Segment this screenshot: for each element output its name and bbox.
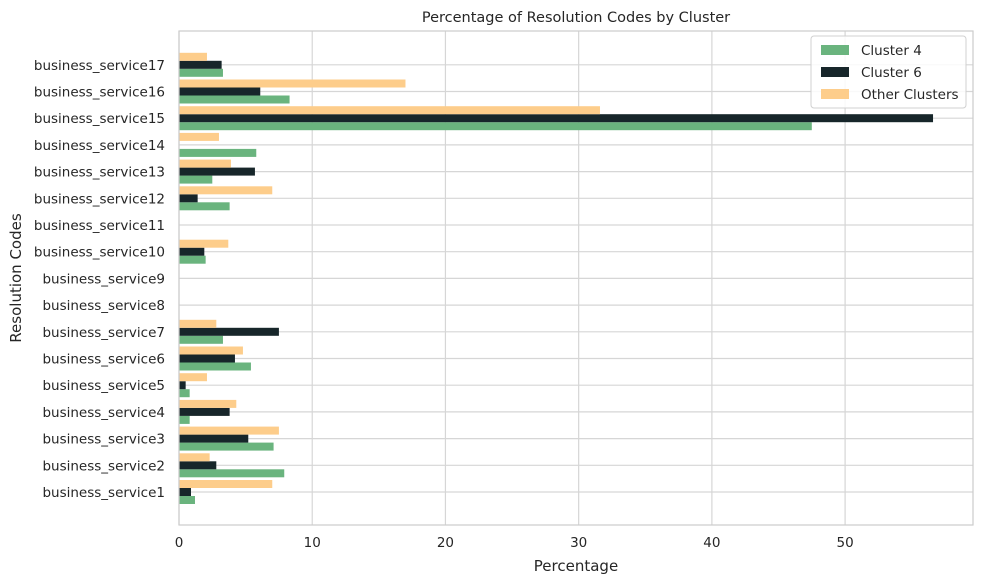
bar — [179, 407, 230, 416]
legend-label: Cluster 4 — [861, 43, 922, 59]
y-tick-label: business_service5 — [42, 378, 165, 394]
bar — [179, 255, 206, 264]
y-tick-label: business_service6 — [42, 352, 165, 368]
bar — [179, 335, 223, 344]
bar — [179, 346, 243, 355]
bar — [179, 381, 186, 390]
x-tick-labels: 0 10 20 30 40 50 — [175, 535, 854, 551]
bar — [179, 496, 195, 504]
bar — [179, 239, 229, 248]
y-tick-label: business_service13 — [34, 165, 165, 181]
bar — [179, 247, 205, 256]
bar — [179, 95, 290, 104]
x-tick-label: 10 — [304, 535, 321, 551]
bar — [179, 202, 230, 211]
bar — [179, 194, 198, 203]
bar — [179, 186, 273, 195]
bar — [179, 132, 219, 141]
bar — [179, 319, 217, 328]
x-tick-label: 40 — [703, 535, 720, 551]
bar — [179, 159, 231, 168]
plot-frame — [178, 30, 974, 526]
chart-title: Percentage of Resolution Codes by Cluste… — [422, 10, 730, 26]
bar — [179, 167, 255, 176]
y-tick-labels: business_service1 business_service2 busine… — [34, 58, 165, 501]
y-tick-label: business_service1 — [42, 485, 165, 501]
y-tick-label: business_service15 — [34, 111, 165, 127]
legend-swatch — [821, 45, 849, 55]
bar — [179, 106, 600, 115]
bar — [179, 461, 217, 470]
legend-label: Other Clusters — [861, 87, 959, 103]
legend: Cluster 4 Cluster 6 Other Clusters — [810, 35, 967, 109]
x-tick-label: 50 — [837, 535, 854, 551]
bar — [179, 480, 273, 488]
x-tick-label: 0 — [175, 535, 184, 551]
y-tick-label: business_service14 — [34, 138, 165, 154]
bar — [179, 389, 190, 398]
y-tick-label: business_service17 — [34, 58, 165, 74]
y-tick-label: business_service9 — [42, 271, 165, 287]
bar — [179, 79, 406, 88]
bar — [179, 60, 222, 69]
bar — [179, 469, 285, 478]
bar — [179, 354, 235, 363]
bar — [179, 442, 274, 451]
legend-box — [810, 35, 967, 109]
bar — [179, 373, 207, 382]
bar — [179, 415, 190, 424]
bar — [179, 426, 279, 435]
legend-swatch — [821, 67, 849, 77]
legend-swatch — [821, 89, 849, 99]
bar — [179, 122, 812, 131]
y-tick-label: business_service10 — [34, 245, 165, 261]
x-tick-label: 20 — [437, 535, 454, 551]
y-tick-label: business_service12 — [34, 191, 165, 207]
bar — [179, 148, 257, 157]
y-tick-label: business_service7 — [42, 325, 165, 341]
bar — [179, 114, 934, 123]
legend-label: Cluster 6 — [861, 65, 922, 81]
x-tick-label: 30 — [570, 535, 587, 551]
x-axis-label: Percentage — [534, 557, 618, 575]
bar — [179, 175, 213, 184]
bar — [179, 327, 279, 336]
bar — [179, 488, 191, 496]
y-tick-label: business_service8 — [42, 298, 165, 314]
bar — [179, 362, 251, 371]
y-axis-label: Resolution Codes — [7, 213, 25, 343]
y-tick-label: business_service11 — [34, 218, 165, 234]
bar — [179, 453, 210, 462]
y-tick-label: business_service3 — [42, 432, 165, 448]
bar — [179, 399, 237, 408]
y-tick-label: business_service4 — [42, 405, 165, 421]
bar — [179, 52, 207, 61]
bar — [179, 434, 249, 443]
bar — [179, 68, 223, 77]
bar — [179, 87, 261, 96]
bars — [179, 52, 934, 504]
y-tick-label: business_service2 — [42, 458, 165, 474]
y-tick-label: business_service16 — [34, 85, 165, 101]
